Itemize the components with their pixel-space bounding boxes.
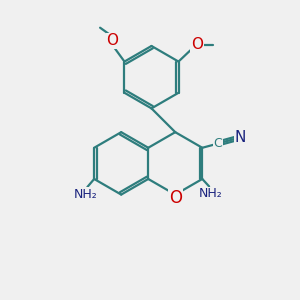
Text: O: O [191,38,203,52]
Text: NH₂: NH₂ [199,187,223,200]
Text: C: C [214,137,222,150]
Text: N: N [235,130,246,145]
Text: O: O [169,189,182,207]
Text: O: O [106,33,119,48]
Text: NH₂: NH₂ [74,188,98,201]
